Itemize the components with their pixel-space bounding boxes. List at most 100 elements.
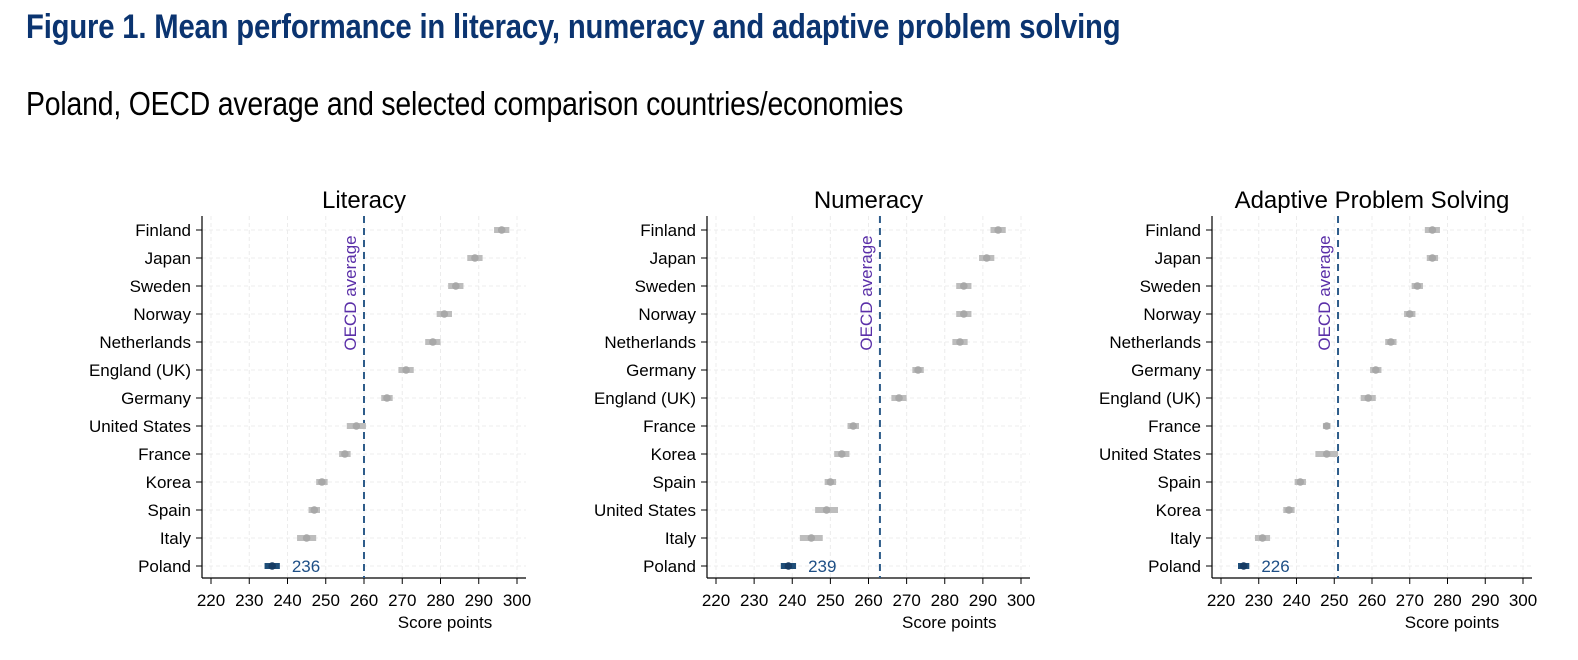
x-tick-label: 230 [1245, 591, 1273, 610]
x-tick-label: 220 [1207, 591, 1235, 610]
data-point-norway [960, 310, 968, 318]
x-tick-label: 290 [969, 591, 997, 610]
category-label-england-uk: England (UK) [89, 361, 191, 380]
category-label-sweden: Sweden [635, 277, 696, 296]
data-point-korea [1285, 506, 1293, 514]
data-point-united-states [352, 422, 361, 430]
data-point-finland [1428, 226, 1437, 234]
oecd-average-label: OECD average [341, 235, 360, 350]
x-tick-label: 260 [350, 591, 378, 610]
category-label-france: France [1148, 417, 1201, 436]
value-label-poland: 226 [1261, 557, 1289, 576]
category-label-korea: Korea [146, 473, 192, 492]
x-tick-label: 280 [1433, 591, 1461, 610]
data-point-united-states [822, 506, 831, 514]
data-point-norway [1405, 310, 1414, 318]
category-label-japan: Japan [1155, 249, 1201, 268]
category-label-poland: Poland [138, 557, 191, 576]
data-point-france [341, 450, 349, 458]
category-label-spain: Spain [653, 473, 696, 492]
figure-subtitle: Poland, OECD average and selected compar… [26, 85, 904, 122]
data-point-england-uk [402, 366, 410, 374]
x-tick-label: 230 [740, 591, 768, 610]
x-axis-title: Score points [398, 613, 493, 632]
x-tick-label: 240 [273, 591, 301, 610]
category-label-norway: Norway [1143, 305, 1201, 324]
data-point-korea [838, 450, 846, 458]
category-label-sweden: Sweden [130, 277, 191, 296]
data-point-poland [1239, 562, 1248, 570]
x-tick-label: 270 [892, 591, 920, 610]
category-label-korea: Korea [651, 445, 697, 464]
data-point-japan [1428, 254, 1437, 262]
category-label-italy: Italy [1170, 529, 1202, 548]
x-axis-title: Score points [902, 613, 997, 632]
category-label-korea: Korea [1156, 501, 1202, 520]
data-point-netherlands [429, 338, 437, 346]
data-point-spain [310, 506, 319, 514]
data-point-italy [302, 534, 311, 542]
category-label-united-states: United States [1099, 445, 1201, 464]
x-tick-label: 220 [702, 591, 730, 610]
x-tick-label: 280 [426, 591, 454, 610]
category-label-poland: Poland [643, 557, 696, 576]
category-label-finland: Finland [135, 221, 191, 240]
x-tick-label: 290 [465, 591, 493, 610]
category-label-italy: Italy [160, 529, 192, 548]
x-tick-label: 240 [778, 591, 806, 610]
data-point-united-states [1322, 450, 1331, 458]
data-point-spain [1296, 478, 1305, 486]
x-tick-label: 280 [931, 591, 959, 610]
category-label-poland: Poland [1148, 557, 1201, 576]
category-label-japan: Japan [650, 249, 696, 268]
panel-title: Literacy [322, 187, 406, 214]
x-tick-label: 250 [1320, 591, 1348, 610]
data-point-sweden [452, 282, 460, 290]
category-label-england-uk: England (UK) [1099, 389, 1201, 408]
x-tick-label: 260 [1358, 591, 1386, 610]
category-label-norway: Norway [638, 305, 696, 324]
category-label-germany: Germany [121, 389, 191, 408]
x-axis-title: Score points [1405, 613, 1500, 632]
panel-title: Adaptive Problem Solving [1235, 187, 1510, 214]
oecd-average-label: OECD average [857, 235, 876, 350]
x-tick-label: 300 [1007, 591, 1035, 610]
category-label-france: France [643, 417, 696, 436]
data-point-japan [471, 254, 479, 262]
data-point-england-uk [895, 394, 903, 402]
figure-title: Figure 1. Mean performance in literacy, … [26, 8, 1121, 46]
data-point-poland [268, 562, 277, 570]
x-tick-label: 220 [197, 591, 225, 610]
data-point-france [849, 422, 858, 430]
x-tick-label: 270 [388, 591, 416, 610]
category-label-england-uk: England (UK) [594, 389, 696, 408]
chart-panel-literacy: Literacy 220 230 240 250 260 270 280 290 300 Score… [89, 187, 531, 632]
category-label-germany: Germany [626, 361, 696, 380]
x-tick-label: 260 [854, 591, 882, 610]
category-label-netherlands: Netherlands [1109, 333, 1201, 352]
data-point-england-uk [1364, 394, 1373, 402]
x-tick-label: 290 [1471, 591, 1499, 610]
panel-title: Numeracy [814, 187, 923, 214]
data-point-korea [318, 478, 326, 486]
x-tick-label: 250 [312, 591, 340, 610]
data-point-sweden [960, 282, 968, 290]
x-tick-label: 300 [503, 591, 531, 610]
data-point-germany [1371, 366, 1380, 374]
data-point-france [1322, 422, 1331, 430]
x-tick-label: 250 [816, 591, 844, 610]
data-point-poland [784, 562, 793, 570]
category-label-japan: Japan [145, 249, 191, 268]
data-point-spain [826, 478, 835, 486]
value-label-poland: 239 [808, 557, 836, 576]
data-point-norway [440, 310, 449, 318]
value-label-poland: 236 [292, 557, 320, 576]
category-label-norway: Norway [133, 305, 191, 324]
category-label-italy: Italy [665, 529, 697, 548]
x-tick-label: 270 [1396, 591, 1424, 610]
data-point-germany [914, 366, 922, 374]
category-label-finland: Finland [640, 221, 696, 240]
data-point-finland [994, 226, 1002, 234]
data-point-germany [383, 394, 391, 402]
